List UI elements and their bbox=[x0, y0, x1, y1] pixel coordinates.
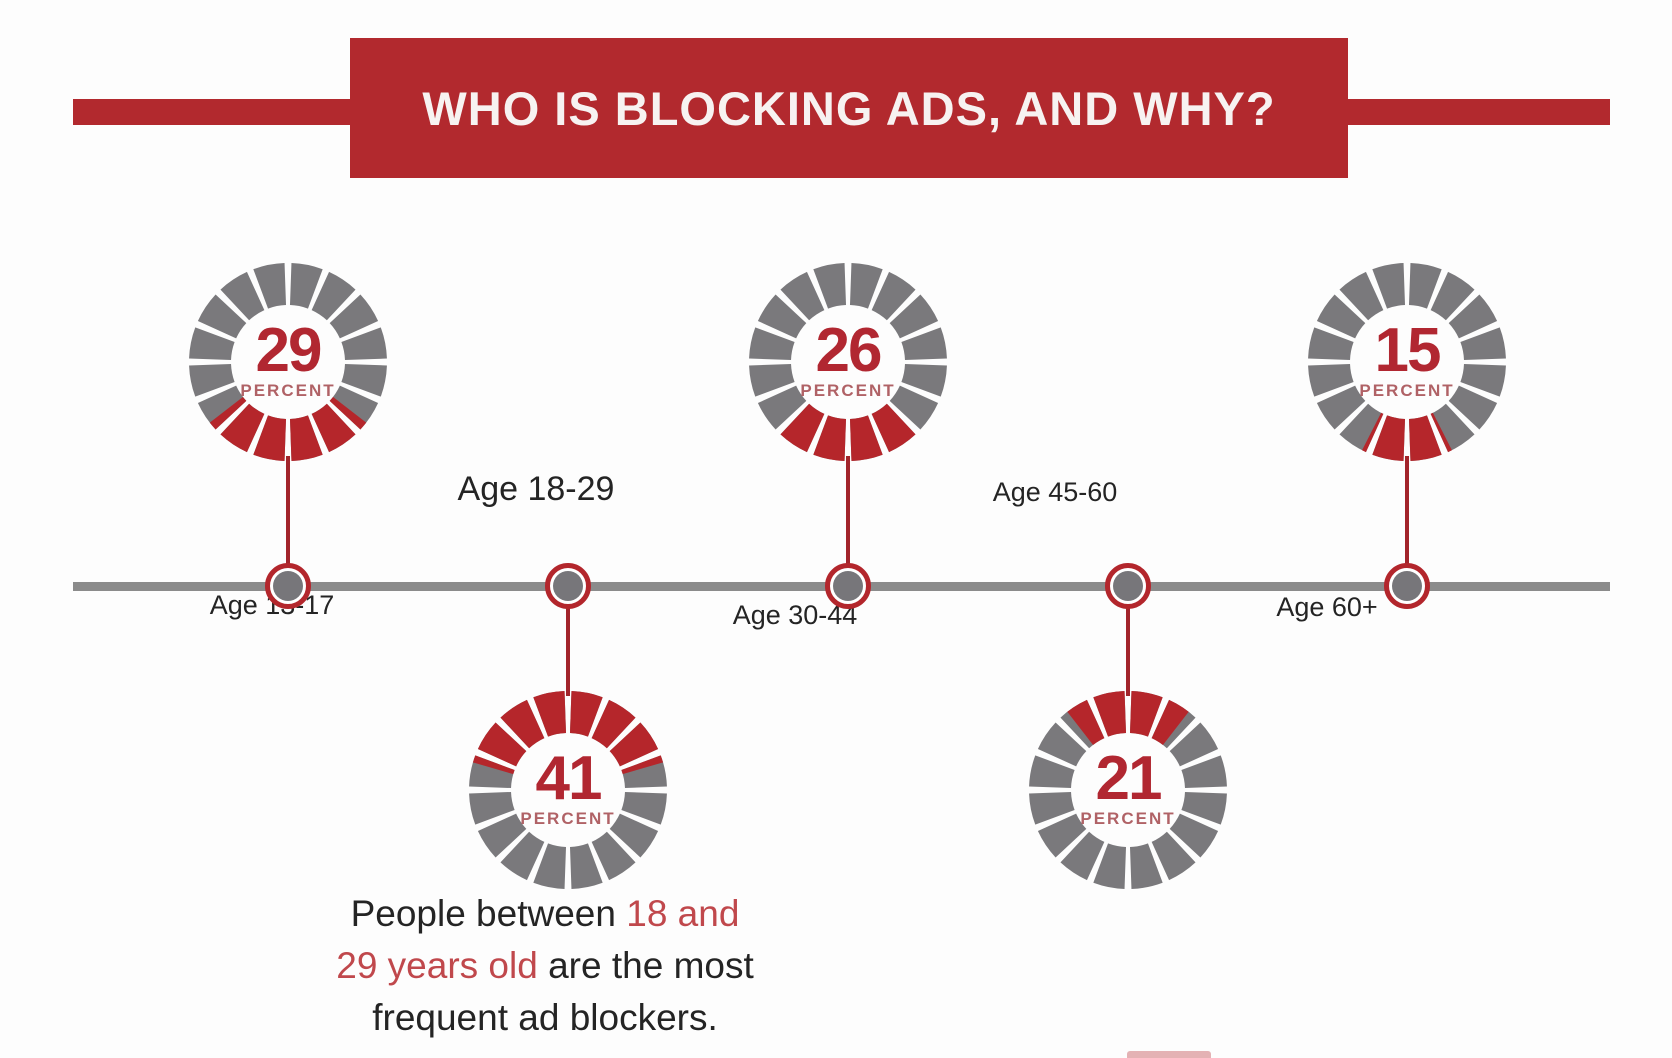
donut-gauge: 26 PERCENT bbox=[743, 257, 953, 467]
caption-line: frequent ad blockers. bbox=[336, 992, 754, 1044]
percent-unit-label: PERCENT bbox=[520, 808, 616, 828]
connector-line bbox=[1126, 606, 1130, 696]
percent-unit-label: PERCENT bbox=[1080, 808, 1176, 828]
donut-center: 21 PERCENT bbox=[1072, 734, 1184, 846]
title-banner: WHO IS BLOCKING ADS, AND WHY? bbox=[350, 38, 1348, 178]
connector-line bbox=[286, 456, 290, 566]
banner-left-bar bbox=[73, 99, 350, 125]
donut-gauge: 29 PERCENT bbox=[183, 257, 393, 467]
timeline-node bbox=[265, 563, 311, 609]
percent-value: 21 bbox=[1095, 744, 1163, 814]
page-title: WHO IS BLOCKING ADS, AND WHY? bbox=[422, 81, 1276, 135]
caption-text: People between bbox=[350, 893, 627, 934]
donut-gauge: 21 PERCENT bbox=[1023, 685, 1233, 895]
donut-center: 15 PERCENT bbox=[1351, 306, 1463, 418]
percent-unit-label: PERCENT bbox=[240, 380, 336, 400]
percent-unit-label: PERCENT bbox=[1359, 380, 1455, 400]
caption-line: 29 years old are the most bbox=[336, 940, 754, 992]
caption-line: People between 18 and bbox=[336, 888, 754, 940]
timeline-node bbox=[1384, 563, 1430, 609]
node-dot bbox=[1392, 571, 1422, 601]
node-dot bbox=[1113, 571, 1143, 601]
caption-text: frequent ad blockers. bbox=[372, 997, 718, 1038]
node-dot bbox=[833, 571, 863, 601]
banner-right-bar bbox=[1348, 99, 1610, 125]
donut-gauge: 15 PERCENT bbox=[1302, 257, 1512, 467]
percent-value: 26 bbox=[815, 316, 883, 386]
node-dot bbox=[553, 571, 583, 601]
percent-unit-label: PERCENT bbox=[800, 380, 896, 400]
bottom-partial-element bbox=[1127, 1051, 1211, 1058]
node-dot bbox=[273, 571, 303, 601]
caption-emphasis-text: 29 years old bbox=[336, 945, 538, 986]
donut-center: 26 PERCENT bbox=[792, 306, 904, 418]
donut-center: 29 PERCENT bbox=[232, 306, 344, 418]
timeline-node bbox=[1105, 563, 1151, 609]
donut-center: 41 PERCENT bbox=[512, 734, 624, 846]
donut-gauge: 41 PERCENT bbox=[463, 685, 673, 895]
connector-line bbox=[566, 606, 570, 696]
percent-value: 29 bbox=[255, 316, 323, 386]
percent-value: 41 bbox=[535, 744, 603, 814]
connector-line bbox=[1405, 456, 1409, 566]
age-label: Age 45-60 bbox=[992, 477, 1118, 507]
timeline-node bbox=[545, 563, 591, 609]
age-label: Age 60+ bbox=[1276, 592, 1378, 622]
timeline-node bbox=[825, 563, 871, 609]
percent-value: 15 bbox=[1374, 316, 1442, 386]
caption-text: are the most bbox=[537, 945, 754, 986]
caption-emphasis-text: 18 and bbox=[626, 893, 740, 934]
connector-line bbox=[846, 456, 850, 566]
age-label: Age 18-29 bbox=[457, 470, 615, 508]
caption: People between 18 and 29 years old are th… bbox=[336, 888, 754, 1044]
